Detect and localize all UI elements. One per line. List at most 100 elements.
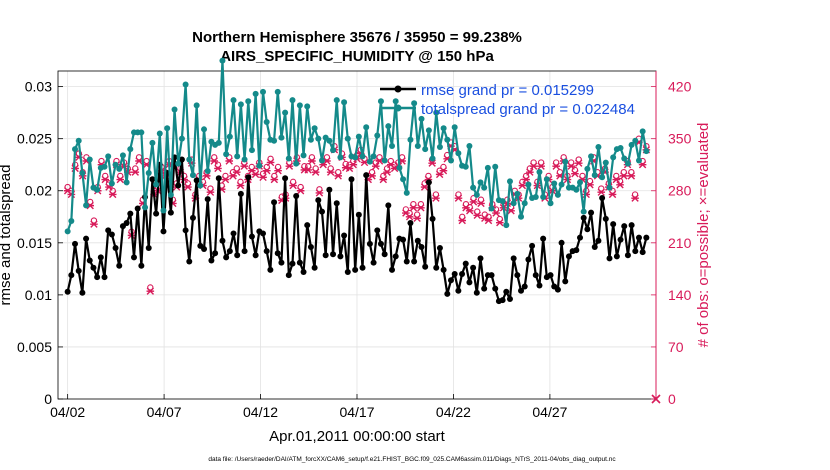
- totalspread-point: [503, 222, 510, 229]
- rmse-point: [307, 243, 314, 250]
- obs-possible-point: [402, 206, 410, 213]
- obs-evaluated-point: [439, 166, 448, 175]
- totalspread-point: [551, 180, 558, 187]
- totalspread-point: [488, 205, 495, 212]
- obs-possible-point: [109, 187, 116, 194]
- x-tick-label: 04/12: [243, 404, 278, 420]
- obs-possible-point: [90, 217, 98, 224]
- rmse-point: [635, 234, 642, 241]
- series-layer: [63, 57, 661, 404]
- obs-evaluated-point: [308, 157, 316, 165]
- rmse-point: [632, 248, 639, 255]
- obs-evaluated-point: [270, 175, 279, 184]
- totalspread-point: [285, 155, 292, 162]
- obs-possible-point: [571, 166, 579, 174]
- rmse-point: [285, 272, 292, 279]
- obs-possible-point: [537, 159, 545, 166]
- rmse-point: [341, 232, 348, 239]
- totalspread-point: [341, 99, 348, 106]
- y-axis-left: 0 0.005 0.01 0.015 0.02 0.025 0.03: [17, 79, 63, 407]
- obs-evaluated-point: [405, 213, 414, 221]
- rmse-point: [322, 252, 329, 259]
- rmse-point: [477, 255, 484, 262]
- y-tick-label-left: 0: [44, 391, 52, 407]
- totalspread-point: [271, 137, 278, 144]
- obs-possible-point: [316, 186, 323, 193]
- rmse-point: [145, 245, 152, 252]
- obs-evaluated-point: [537, 162, 545, 170]
- rmse-point: [506, 296, 513, 303]
- rmse-point: [613, 253, 620, 260]
- totalspread-point: [366, 158, 373, 165]
- obs-possible-point: [579, 172, 586, 180]
- totalspread-point: [94, 186, 101, 193]
- obs-evaluated-point: [225, 157, 234, 165]
- obs-possible-point: [598, 185, 605, 192]
- obs-possible-point: [383, 165, 391, 172]
- rmse-point: [447, 277, 454, 284]
- rmse-point: [521, 283, 528, 290]
- rmse-point: [293, 192, 300, 199]
- totalspread-point: [234, 153, 241, 160]
- totalspread-point: [68, 217, 75, 224]
- y-tick-label-left: 0.015: [17, 235, 52, 251]
- rmse-point: [377, 240, 384, 247]
- obs-evaluated-point: [608, 190, 617, 199]
- obs-evaluated-point: [131, 168, 140, 176]
- obs-possible-point: [631, 191, 639, 198]
- rmse-point: [503, 288, 510, 295]
- rmse-point: [444, 290, 451, 297]
- totalspread-point: [562, 158, 569, 165]
- rmse-point: [130, 254, 137, 261]
- obs-evaluated-point: [552, 162, 560, 170]
- totalspread-point: [392, 98, 399, 105]
- rmse-point: [101, 274, 108, 281]
- obs-evaluated-point: [586, 181, 594, 189]
- totalspread-point: [142, 204, 149, 211]
- totalspread-point: [470, 184, 477, 191]
- obs-possible-point: [553, 159, 560, 166]
- obs-evaluated-point: [473, 211, 482, 219]
- rmse-point: [127, 210, 134, 217]
- obs-possible-point: [222, 172, 229, 180]
- totalspread-point: [241, 156, 248, 163]
- rmse-point: [352, 266, 359, 273]
- y-tick-label-right: 0: [668, 391, 676, 407]
- rmse-point: [584, 226, 591, 233]
- y-tick-label-right: 70: [668, 339, 684, 355]
- rmse-point: [252, 252, 259, 259]
- rmse-point: [580, 214, 587, 221]
- rmse-point: [602, 215, 609, 222]
- rmse-point: [182, 227, 189, 234]
- obs-possible-point: [613, 172, 620, 180]
- legend-rmse-label: rmse grand pr = 0.015299: [421, 82, 594, 99]
- totalspread-point: [337, 154, 344, 161]
- rmse-point: [588, 209, 595, 216]
- totalspread-point: [116, 165, 123, 172]
- obs-evaluated-point: [469, 198, 478, 206]
- totalspread-point: [506, 178, 513, 185]
- y-axis-right-label: # of obs: o=possible; ×=evaluated: [695, 123, 712, 348]
- rmse-point: [201, 246, 208, 253]
- y-tick-label-left: 0.02: [25, 183, 52, 199]
- rmse-point: [68, 272, 75, 279]
- obs-evaluated-point: [116, 175, 125, 184]
- totalspread-point: [274, 88, 281, 95]
- y-tick-label-left: 0.01: [25, 287, 52, 303]
- obs-evaluated-point: [574, 159, 583, 167]
- totalspread-point: [455, 150, 462, 157]
- rmse-point: [289, 260, 296, 267]
- totalspread-point: [167, 191, 174, 198]
- obs-evaluated-point: [210, 157, 219, 165]
- obs-evaluated-point: [616, 181, 624, 189]
- obs-evaluated-point: [334, 172, 343, 180]
- rmse-point: [455, 287, 462, 294]
- totalspread-point: [204, 167, 211, 174]
- y-tick-label-left: 0.025: [17, 131, 52, 147]
- totalspread-point: [230, 97, 237, 104]
- obs-evaluated-point: [428, 159, 436, 167]
- legend-rmse-marker: [394, 85, 402, 93]
- rmse-point: [366, 240, 373, 247]
- obs-evaluated-point: [289, 181, 297, 190]
